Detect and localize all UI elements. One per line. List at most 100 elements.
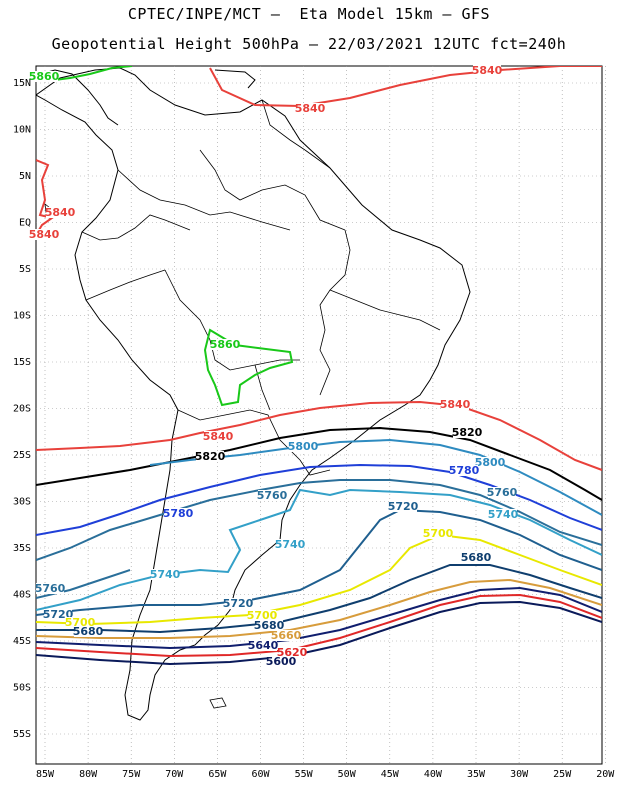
contour-label-5840: 5840 — [440, 398, 471, 411]
contour-label-bg — [249, 640, 277, 651]
longitude-label: 75W — [122, 769, 141, 780]
latitude-label: 25S — [13, 450, 31, 461]
longitude-label: 25W — [553, 769, 572, 780]
contour-label-5800: 5800 — [475, 456, 506, 469]
contour-label-5840: 5840 — [29, 228, 60, 241]
longitude-label: 50W — [338, 769, 357, 780]
contour-5780 — [36, 463, 602, 536]
contour-label-bg — [476, 457, 504, 468]
latitude-label: 35S — [13, 543, 31, 554]
latitude-label: 50S — [13, 683, 31, 694]
contour-label-bg — [164, 508, 192, 519]
contour-label-5840: 5840 — [472, 64, 503, 77]
contour-label-5680: 5680 — [73, 625, 104, 638]
contour-label-bg — [488, 487, 516, 498]
contour-label-5740: 5740 — [275, 538, 306, 551]
contour-label-5720: 5720 — [223, 597, 254, 610]
longitude-label: 85W — [36, 769, 55, 780]
latitude-label: 55S — [13, 729, 31, 740]
contour-label-5820: 5820 — [452, 426, 483, 439]
longitude-label: 20W — [596, 769, 615, 780]
latitude-label: 10S — [13, 311, 31, 322]
chart-title-line2: Geopotential Height 500hPa – 22/03/2021 … — [51, 35, 567, 53]
contour-label-bg — [258, 490, 286, 501]
contour-label-5720: 5720 — [43, 608, 74, 621]
longitude-labels: 85W 80W 75W 70W 65W 60W 55W 50W 45W 40W 35W 30W 25W 2… — [36, 769, 615, 780]
contour-label-bg — [66, 617, 94, 628]
contour-label-bg — [453, 427, 481, 438]
contour-label-bg — [36, 583, 64, 594]
contour-label-5840: 5840 — [45, 206, 76, 219]
contour-label-5660: 5660 — [271, 629, 302, 642]
contour-labels: 5860 5860 5840 5840 5840 5840 5840 5840 5820 5820… — [29, 64, 519, 668]
contour-label-5620: 5620 — [277, 646, 308, 659]
latitude-label: 45S — [13, 636, 31, 647]
contour-label-5700: 5700 — [247, 609, 278, 622]
contour-5700 — [36, 533, 602, 626]
contour-5620 — [36, 593, 602, 658]
contour-5720 — [36, 508, 602, 616]
latitude-label: EQ — [19, 218, 31, 229]
contour-label-5760: 5760 — [487, 486, 518, 499]
contour-label-5760: 5760 — [257, 489, 288, 502]
contour-label-bg — [211, 339, 239, 350]
contour-label-5640: 5640 — [248, 639, 279, 652]
longitude-label: 80W — [79, 769, 98, 780]
grid-lines — [36, 66, 606, 764]
contour-label-bg — [46, 207, 74, 218]
longitude-label: 55W — [295, 769, 314, 780]
contour-5600 — [36, 600, 602, 666]
contour-label-bg — [462, 552, 490, 563]
longitude-label: 40W — [424, 769, 443, 780]
chart-title-line1: CPTEC/INPE/MCT – Eta Model 15km – GFS — [127, 5, 491, 23]
contour-5840 — [36, 66, 602, 471]
latitude-label: 5S — [19, 264, 31, 275]
contour-label-5800: 5800 — [288, 440, 319, 453]
contour-label-bg — [450, 465, 478, 476]
contour-label-bg — [30, 229, 58, 240]
contour-5660 — [36, 578, 602, 639]
contour-label-5840: 5840 — [203, 430, 234, 443]
contour-label-bg — [424, 528, 452, 539]
contour-label-bg — [473, 65, 501, 76]
contour-label-5680: 5680 — [254, 619, 285, 632]
latitude-labels: 15N 10N 5N EQ 5S 10S 15S 20S 25S 30S 35S 40S 45S 50S 5… — [13, 78, 31, 740]
contour-5820 — [36, 426, 602, 501]
longitude-label: 45W — [381, 769, 400, 780]
contour-label-bg — [151, 569, 179, 580]
contour-label-bg — [44, 609, 72, 620]
contour-label-5780: 5780 — [449, 464, 480, 477]
longitude-label: 35W — [467, 769, 486, 780]
contour-label-bg — [196, 451, 224, 462]
latitude-label: 30S — [13, 497, 31, 508]
longitude-label: 60W — [251, 769, 270, 780]
contour-label-bg — [489, 509, 517, 520]
longitude-label: 30W — [510, 769, 529, 780]
contour-5640 — [36, 586, 602, 650]
contour-label-bg — [74, 626, 102, 637]
latitude-label: 10N — [13, 125, 31, 136]
contour-label-bg — [267, 656, 295, 667]
contour-label-bg — [278, 647, 306, 658]
contour-label-bg — [30, 71, 58, 82]
contour-label-bg — [296, 103, 324, 114]
longitude-label: 65W — [208, 769, 227, 780]
plot-frame — [35, 65, 603, 765]
contour-label-5740: 5740 — [150, 568, 181, 581]
contour-label-bg — [272, 630, 300, 641]
contour-label-5600: 5600 — [266, 655, 297, 668]
contour-label-bg — [289, 441, 317, 452]
contour-5680 — [36, 564, 602, 634]
latitude-label: 5N — [19, 171, 31, 182]
latitude-label: 15S — [13, 357, 31, 368]
contour-label-bg — [255, 620, 283, 631]
latitude-label: 40S — [13, 590, 31, 601]
contour-label-bg — [389, 501, 417, 512]
contour-label-5680: 5680 — [461, 551, 492, 564]
contour-label-5780: 5780 — [163, 507, 194, 520]
contour-label-5740: 5740 — [488, 508, 519, 521]
contour-label-5820: 5820 — [195, 450, 226, 463]
contour-label-5760: 5760 — [35, 582, 66, 595]
longitude-label: 70W — [165, 769, 184, 780]
contour-label-bg — [441, 399, 469, 410]
